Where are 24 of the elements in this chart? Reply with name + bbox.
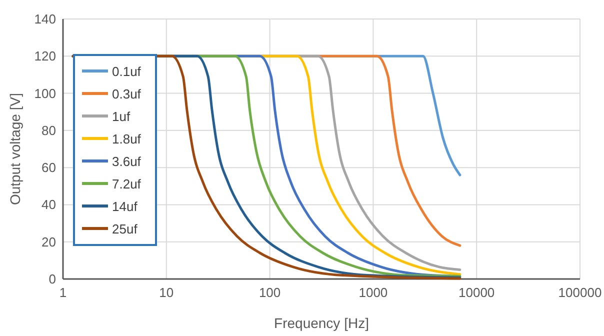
x-tick-label: 1000: [358, 285, 388, 300]
y-tick-label: 140: [34, 12, 56, 26]
y-tick-label: 120: [34, 48, 56, 64]
y-tick-label: 40: [42, 197, 56, 212]
y-tick-label: 100: [34, 86, 56, 101]
x-tick-label: 1: [59, 285, 67, 300]
legend-label: 25uf: [112, 222, 138, 236]
x-tick-label: 100: [258, 285, 281, 300]
legend-label: 0.1uf: [112, 64, 142, 79]
x-tick-label: 10000: [458, 285, 495, 300]
x-tick-label: 100000: [558, 285, 602, 300]
y-tick-label: 80: [42, 122, 56, 138]
legend-label: 0.3uf: [112, 86, 142, 102]
y-tick-label: 20: [42, 234, 56, 250]
y-tick-label: 60: [42, 160, 56, 176]
x-axis-title: Frequency [Hz]: [274, 315, 369, 331]
legend-label: 3.6uf: [112, 154, 142, 169]
y-tick-label: 0: [48, 272, 56, 286]
legend-label: 1uf: [112, 109, 130, 124]
legend-label: 14uf: [112, 199, 138, 214]
y-axis-title: Output voltage [V]: [7, 92, 23, 206]
legend-label: 1.8uf: [112, 132, 142, 146]
legend-label: 7.2uf: [112, 176, 142, 192]
x-tick-label: 10: [159, 285, 174, 300]
